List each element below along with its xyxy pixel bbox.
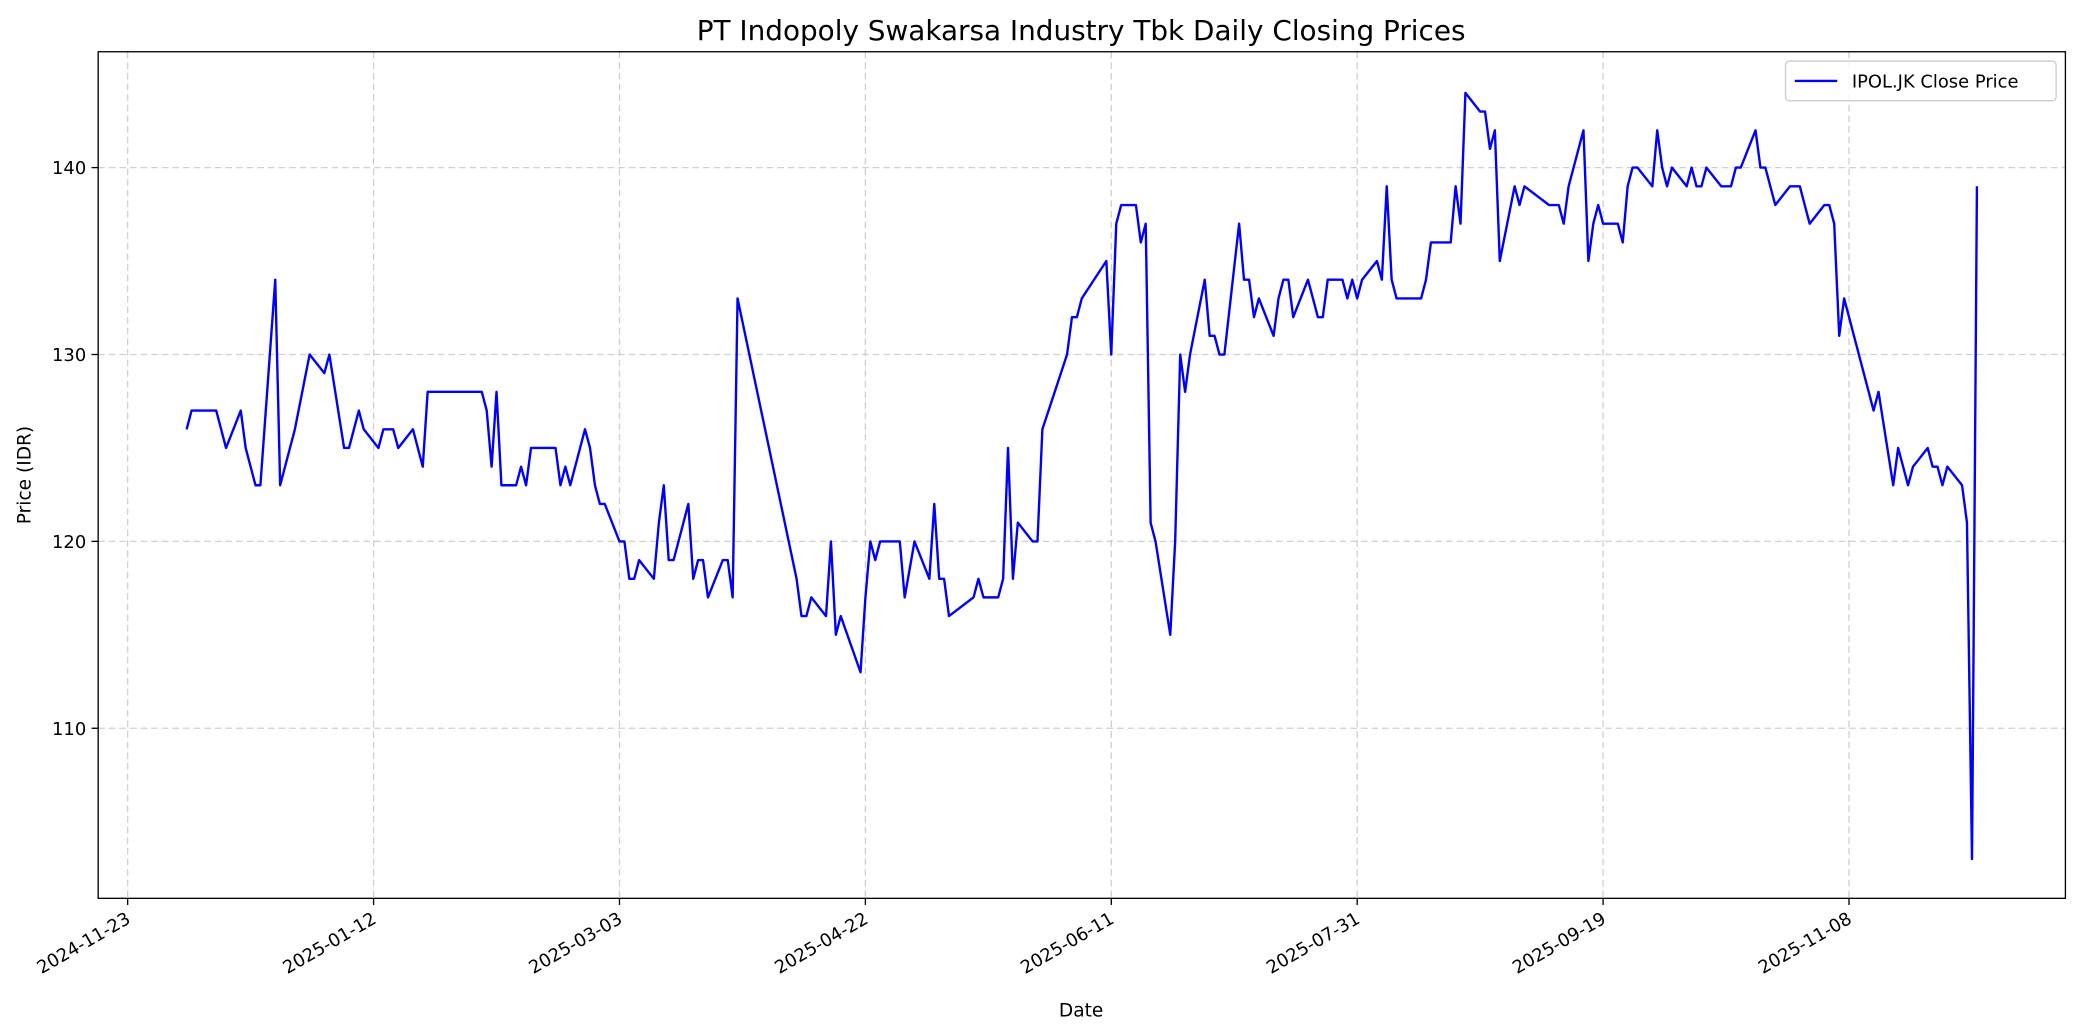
grid xyxy=(98,51,2066,899)
series-line-ipol xyxy=(185,91,1979,861)
legend-label: IPOL.JK Close Price xyxy=(1852,72,2019,93)
y-tick-label: 140 xyxy=(52,158,86,179)
x-ticks: 2024-11-23 2025-01-12 2025-03-03 2025-04-22… xyxy=(34,898,1856,979)
x-tick-label: 2025-09-19 xyxy=(1509,908,1610,978)
x-tick-label: 2025-07-31 xyxy=(1263,908,1364,978)
y-tick-label: 120 xyxy=(52,532,86,553)
plot-frame xyxy=(97,51,2067,899)
x-tick-label: 2025-01-12 xyxy=(279,908,380,978)
x-tick-label: 2025-06-11 xyxy=(1017,908,1118,978)
y-axis-label: Price (IDR) xyxy=(15,426,36,524)
x-axis-label: Date xyxy=(1059,1000,1103,1021)
x-tick-label: 2024-11-23 xyxy=(34,908,135,978)
legend-box xyxy=(1784,60,2057,102)
y-tick-label: 130 xyxy=(52,345,86,366)
y-tick-label: 110 xyxy=(52,719,86,740)
y-ticks: 110 120 130 140 xyxy=(52,158,99,740)
x-tick-label: 2025-11-08 xyxy=(1755,908,1856,978)
x-tick-label: 2025-04-22 xyxy=(771,908,872,978)
x-tick-label: 2025-03-03 xyxy=(525,908,626,978)
legend: IPOL.JK Close Price xyxy=(1784,60,2057,102)
chart-title: PT Indopoly Swakarsa Industry Tbk Daily … xyxy=(697,14,1466,47)
